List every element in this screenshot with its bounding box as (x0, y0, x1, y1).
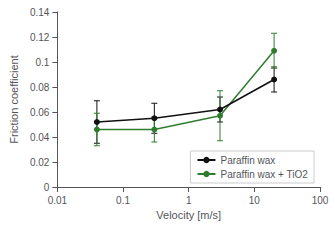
svg-text:0.06: 0.06 (30, 107, 50, 118)
svg-text:0.1: 0.1 (35, 57, 49, 68)
svg-text:0.14: 0.14 (30, 7, 50, 18)
svg-text:1: 1 (186, 195, 192, 206)
svg-text:0: 0 (44, 182, 50, 193)
svg-text:100: 100 (312, 195, 329, 206)
svg-text:0.01: 0.01 (48, 195, 68, 206)
svg-text:0.12: 0.12 (30, 32, 50, 43)
svg-text:Paraffin wax + TiO2: Paraffin wax + TiO2 (220, 169, 308, 180)
svg-text:Paraffin wax: Paraffin wax (220, 155, 275, 166)
svg-text:10: 10 (249, 195, 261, 206)
svg-text:0.02: 0.02 (30, 157, 50, 168)
svg-text:0.1: 0.1 (116, 195, 130, 206)
svg-text:Velocity [m/s]: Velocity [m/s] (156, 209, 221, 221)
svg-text:Friction coefficient: Friction coefficient (8, 55, 20, 143)
svg-text:0.04: 0.04 (30, 132, 50, 143)
svg-text:0.08: 0.08 (30, 82, 50, 93)
